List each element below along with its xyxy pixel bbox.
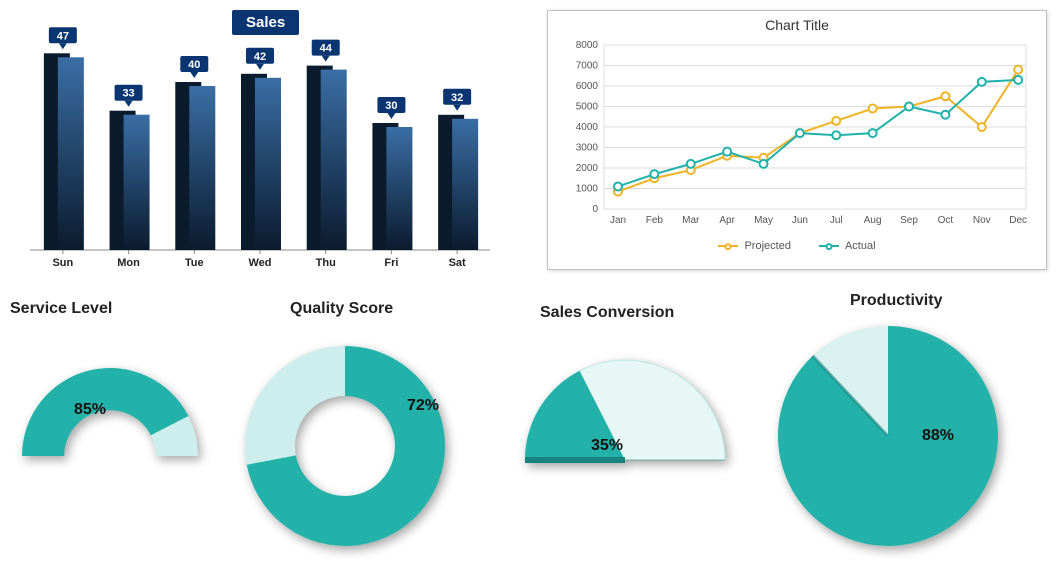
svg-text:2000: 2000 bbox=[576, 163, 599, 174]
svg-text:Fri: Fri bbox=[384, 257, 398, 269]
legend-item: Actual bbox=[819, 240, 876, 252]
svg-text:Wed: Wed bbox=[248, 257, 271, 269]
svg-text:Mar: Mar bbox=[682, 215, 700, 226]
svg-text:Jun: Jun bbox=[792, 215, 808, 226]
svg-text:47: 47 bbox=[57, 30, 69, 42]
svg-text:33: 33 bbox=[122, 88, 134, 100]
service-level-chart: 85% bbox=[10, 326, 210, 476]
service-level-title: Service Level bbox=[10, 300, 230, 318]
svg-text:Sat: Sat bbox=[449, 257, 466, 269]
bar-chart-svg: Sun 47 Mon 33 Tue 40 Wed 42 Thu 44 Fri 30 Sat 32 bbox=[10, 10, 500, 280]
svg-text:Mon: Mon bbox=[117, 257, 140, 269]
svg-text:8000: 8000 bbox=[576, 40, 599, 51]
svg-text:Jul: Jul bbox=[830, 215, 843, 226]
svg-text:88%: 88% bbox=[922, 427, 954, 444]
svg-text:85%: 85% bbox=[74, 401, 106, 418]
svg-text:7000: 7000 bbox=[576, 61, 599, 72]
svg-text:6000: 6000 bbox=[576, 81, 599, 92]
svg-text:1000: 1000 bbox=[576, 184, 599, 195]
svg-text:5000: 5000 bbox=[576, 102, 599, 113]
svg-text:40: 40 bbox=[188, 59, 200, 71]
legend-item: Projected bbox=[718, 240, 790, 252]
productivity-title: Productivity bbox=[850, 292, 1047, 310]
svg-text:44: 44 bbox=[320, 43, 333, 55]
line-chart-legend: Projected Actual bbox=[548, 238, 1046, 258]
svg-text:4000: 4000 bbox=[576, 122, 599, 133]
svg-text:Sep: Sep bbox=[900, 215, 918, 226]
svg-text:30: 30 bbox=[385, 100, 397, 112]
svg-text:35%: 35% bbox=[591, 437, 623, 454]
line-chart-panel: Chart Title 0 1000 2000 3000 4000 5000 6000 700… bbox=[547, 10, 1047, 270]
svg-text:72%: 72% bbox=[407, 397, 439, 414]
quality-score-title: Quality Score bbox=[290, 300, 510, 318]
svg-text:Tue: Tue bbox=[185, 257, 204, 269]
svg-text:3000: 3000 bbox=[576, 143, 599, 154]
sales-bar-chart: Sales Sun 47 Mon 33 Tue 40 Wed 42 Thu 44 Fri 30 Sat 3… bbox=[10, 10, 500, 280]
svg-text:Sun: Sun bbox=[52, 257, 73, 269]
svg-text:Nov: Nov bbox=[973, 215, 991, 226]
svg-text:Dec: Dec bbox=[1009, 215, 1027, 226]
sales-title-badge: Sales bbox=[232, 10, 299, 35]
svg-text:May: May bbox=[754, 215, 773, 226]
productivity-chart: 88% bbox=[770, 318, 1010, 558]
line-chart-svg: 0 1000 2000 3000 4000 5000 6000 7000 8000 Jan Feb M… bbox=[554, 33, 1042, 233]
svg-text:42: 42 bbox=[254, 51, 266, 63]
sales-conversion-chart: 35% bbox=[510, 330, 740, 480]
sales-conversion-title: Sales Conversion bbox=[540, 304, 770, 322]
svg-text:Aug: Aug bbox=[864, 215, 882, 226]
quality-score-chart: 72% bbox=[230, 326, 470, 556]
svg-text:Jan: Jan bbox=[610, 215, 626, 226]
svg-text:Apr: Apr bbox=[719, 215, 735, 226]
svg-text:Feb: Feb bbox=[646, 215, 664, 226]
line-chart-title: Chart Title bbox=[548, 11, 1046, 33]
svg-text:Oct: Oct bbox=[938, 215, 954, 226]
svg-text:32: 32 bbox=[451, 92, 463, 104]
svg-text:0: 0 bbox=[592, 204, 598, 215]
svg-text:Thu: Thu bbox=[316, 257, 336, 269]
